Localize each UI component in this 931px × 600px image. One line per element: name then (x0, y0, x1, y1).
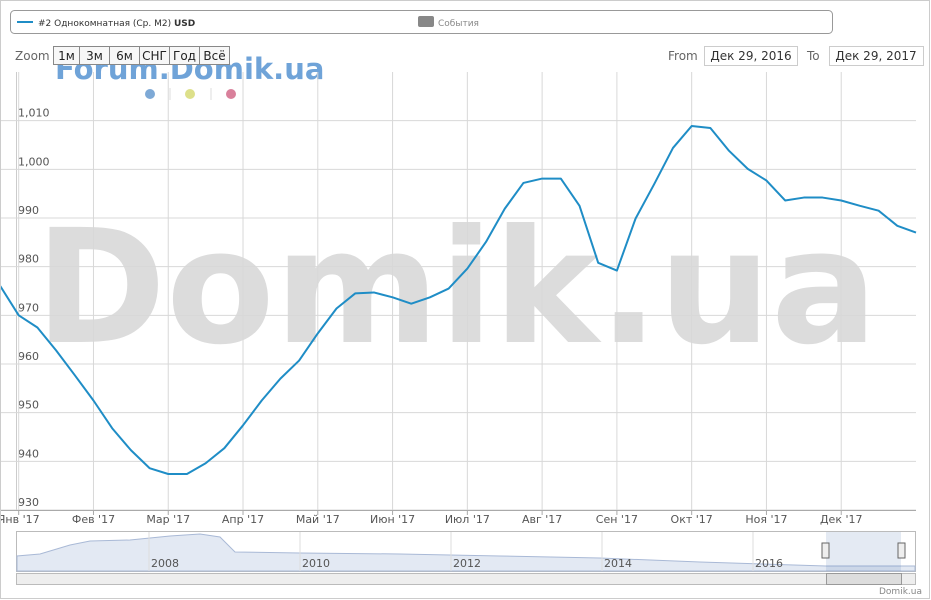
y-tick-label: 940 (18, 447, 39, 460)
navigator-mask[interactable] (826, 532, 901, 571)
from-input[interactable] (704, 46, 798, 66)
zoom-button-label[interactable]: СНГ (142, 49, 167, 63)
legend-symbol (418, 16, 434, 27)
y-tick-label: 960 (18, 350, 39, 363)
navigator-year: 2014 (604, 557, 632, 570)
x-tick-label: Мар '17 (146, 513, 190, 526)
zoom-button-label[interactable]: Всё (203, 49, 225, 63)
zoom-button-label[interactable]: Год (173, 49, 196, 63)
x-tick-label: Ноя '17 (745, 513, 787, 526)
zoom-button-label[interactable]: 1м (58, 49, 75, 63)
x-tick-label: Июн '17 (370, 513, 415, 526)
y-tick-label: 950 (18, 399, 39, 412)
x-tick-label: Дек '17 (820, 513, 863, 526)
scrollbar[interactable] (16, 573, 916, 585)
y-tick-label: 970 (18, 301, 39, 314)
x-tick-label: Авг '17 (522, 513, 562, 526)
y-tick-label: 1,010 (18, 107, 50, 120)
zoom-button-label[interactable]: 6м (116, 49, 133, 63)
navigator-series (16, 533, 916, 572)
dot (145, 89, 155, 99)
scrollbar-thumb[interactable] (826, 573, 902, 585)
legend-item[interactable]: #2 Однокомнатная (Ср. М2) USD (38, 19, 195, 29)
x-tick-label: Янв '17 (0, 513, 40, 526)
zoom-button-label[interactable]: 3м (86, 49, 103, 63)
y-tick-label: 1,000 (18, 155, 50, 168)
legend-item[interactable]: События (438, 19, 479, 29)
x-tick-label: Окт '17 (671, 513, 713, 526)
navigator-handle[interactable] (821, 542, 830, 559)
dot (226, 89, 236, 99)
navigator-year: 2008 (151, 557, 179, 570)
x-tick-label: Май '17 (296, 513, 340, 526)
from-value[interactable]: Дек 29, 2016 (710, 49, 791, 63)
x-tick-label: Апр '17 (222, 513, 264, 526)
zoom-button[interactable] (199, 46, 230, 65)
series-line (0, 125, 917, 475)
x-tick-label: Июл '17 (445, 513, 490, 526)
watermark: Domik.ua (35, 196, 878, 380)
navigator-year: 2010 (302, 557, 330, 570)
x-tick-label: Сен '17 (596, 513, 638, 526)
legend-text[interactable]: #2 Однокомнатная (Ср. М2) (38, 19, 171, 29)
y-tick-label: 990 (18, 204, 39, 217)
from-label: From (668, 49, 698, 63)
zoom-label: Zoom (15, 49, 50, 63)
y-tick-label: 980 (18, 253, 39, 266)
navigator-handle[interactable] (897, 542, 906, 559)
to-value[interactable]: Дек 29, 2017 (835, 49, 916, 63)
credits[interactable]: Domik.ua (879, 587, 922, 597)
y-tick-label: 930 (18, 496, 39, 509)
x-tick-label: Фев '17 (72, 513, 115, 526)
navigator-year: 2016 (755, 557, 783, 570)
dot (185, 89, 195, 99)
to-input[interactable] (829, 46, 924, 66)
navigator-year: 2012 (453, 557, 481, 570)
legend-unit[interactable]: USD (174, 19, 195, 29)
to-label: To (806, 49, 820, 63)
